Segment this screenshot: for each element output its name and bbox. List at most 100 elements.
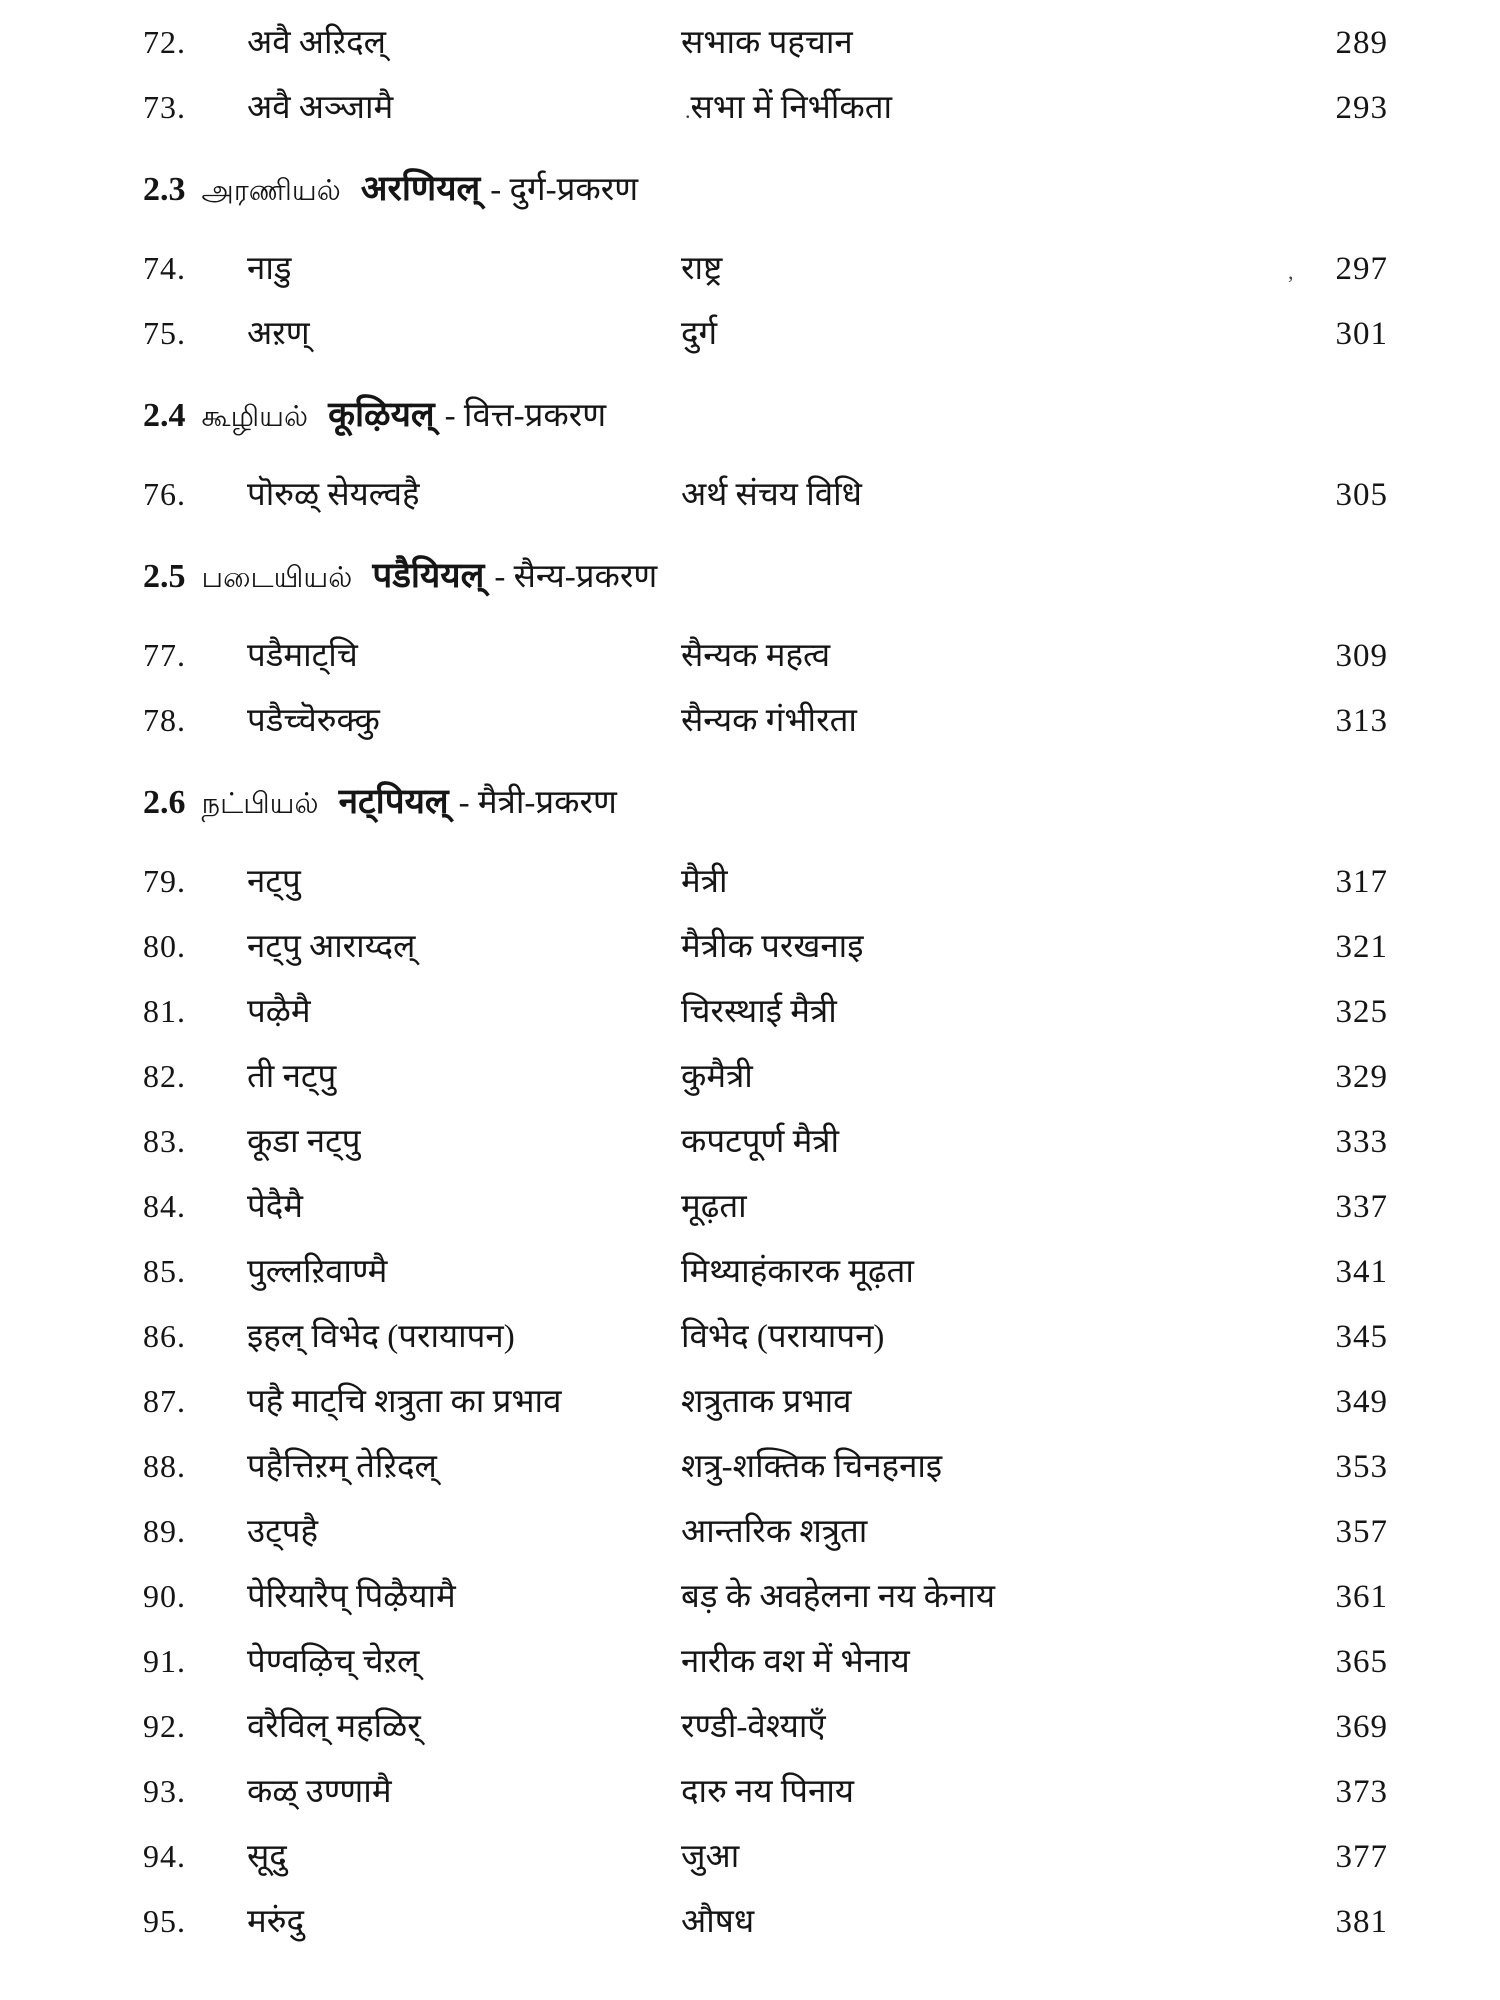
entry-title: नाडु: [247, 251, 292, 287]
section-number: 2.5: [143, 558, 186, 595]
toc-entry-row: 75. अऱण् दुर्ग 301: [143, 301, 1388, 366]
entry-number: 75.: [143, 315, 186, 351]
entry-page-number: 377: [1335, 1839, 1388, 1875]
entry-number: 91.: [143, 1643, 186, 1679]
entry-meaning: औषध: [681, 1904, 755, 1940]
entry-number: 86.: [143, 1318, 186, 1354]
toc-entry-row: 94. सूदु जुआ 377: [143, 1824, 1388, 1889]
entry-number: 90.: [143, 1578, 186, 1614]
entry-title: पॊरुळ् सेयल्वहै: [247, 477, 420, 513]
entry-title: वरैविल् महळिर्: [247, 1709, 421, 1745]
section-title-tamil: அரணியல்: [201, 175, 341, 207]
section-title-hindi: - दुर्ग-प्रकरण: [490, 172, 639, 208]
section-title-tamil: நட்பியல்: [201, 788, 319, 820]
entry-page-number: 289: [1335, 25, 1388, 61]
scan-speck: ,: [1288, 259, 1294, 284]
entry-meaning: रण्डी-वेश्याएँ: [681, 1709, 826, 1745]
entry-page-number: 317: [1335, 864, 1388, 900]
toc-entry-row: 76. पॊरुळ् सेयल्वहै अर्थ संचय विधि 305: [143, 462, 1388, 527]
entry-page-number: 333: [1335, 1124, 1388, 1160]
entry-title: इहल् विभेद (परायापन): [247, 1319, 515, 1355]
entry-page-number: 349: [1335, 1384, 1388, 1420]
entry-meaning: आन्तरिक शत्रुता: [681, 1514, 868, 1550]
entry-title: पेण्वऴिच् चेऱल्: [247, 1644, 420, 1680]
entry-page-number: 325: [1335, 994, 1388, 1030]
entry-meaning: सभाक पहचान: [681, 25, 853, 61]
entry-page-number: 309: [1335, 638, 1388, 674]
toc-section-heading: 2.3 அரணியல் अरणियल् - दुर्ग-प्रकरण: [143, 156, 1388, 222]
entry-meaning: शत्रुताक प्रभाव: [681, 1384, 852, 1420]
entry-title: पुल्लऱिवाण्मै: [247, 1254, 388, 1290]
entry-meaning: मैत्री: [681, 864, 728, 900]
section-title-devanagari: कूऴियल्: [328, 395, 435, 434]
entry-number: 93.: [143, 1773, 186, 1809]
toc-entry-row: 84. पेदैमै मूढ़ता 337: [143, 1174, 1388, 1239]
entry-number: 94.: [143, 1838, 186, 1874]
section-title-tamil: படையியல்: [201, 562, 353, 594]
entry-title: कळ् उण्णामै: [247, 1774, 392, 1810]
entry-number: 92.: [143, 1708, 186, 1744]
toc-entry-row: 73. अवै अञ्जामै. सभा में निर्भीकता 293: [143, 75, 1388, 140]
entry-page-number: 341: [1335, 1254, 1388, 1290]
entry-title: अवै अञ्जामै: [247, 90, 394, 126]
entry-number: 73.: [143, 89, 186, 125]
entry-meaning: जुआ: [681, 1839, 740, 1875]
entry-page-number: 313: [1335, 703, 1388, 739]
entry-page-number: 293: [1335, 90, 1388, 126]
toc-entry-row: 77. पडैमाट्चि सैन्यक महत्व 309: [143, 623, 1388, 688]
toc-section-heading: 2.5 படையியல் पडैयियल् - सैन्य-प्रकरण: [143, 543, 1388, 609]
toc-entry-row: 83. कूडा नट्पु कपटपूर्ण मैत्री 333: [143, 1109, 1388, 1174]
section-title-devanagari: अरणियल्: [360, 169, 481, 208]
entry-title: पडैमाट्चि: [247, 638, 358, 674]
entry-page-number: 357: [1335, 1514, 1388, 1550]
entry-title: पेदैमै: [247, 1189, 304, 1225]
entry-title: पहै माट्चि शत्रुता का प्रभाव: [247, 1384, 562, 1420]
section-title-devanagari: नट्पियल्: [338, 782, 449, 821]
toc-entry-row: 80. नट्पु आराय्दल् मैत्रीक परखनाइ 321: [143, 914, 1388, 979]
entry-number: 74.: [143, 250, 186, 286]
entry-meaning: राष्ट्र: [681, 251, 723, 287]
entry-meaning: मूढ़ता: [681, 1189, 747, 1225]
toc-section-heading: 2.4 கூழியல் कूऴियल् - वित्त-प्रकरण: [143, 382, 1388, 448]
toc-entry-row: 87. पहै माट्चि शत्रुता का प्रभाव शत्रुता…: [143, 1369, 1388, 1434]
entry-title: नट्पु: [247, 864, 301, 900]
entry-number: 82.: [143, 1058, 186, 1094]
toc-entry-row: 86. इहल् विभेद (परायापन) विभेद (परायापन)…: [143, 1304, 1388, 1369]
entry-number: 78.: [143, 702, 186, 738]
entry-number: 83.: [143, 1123, 186, 1159]
entry-page-number: 353: [1335, 1449, 1388, 1485]
section-number: 2.6: [143, 784, 186, 821]
entry-title: पऴैमै: [247, 994, 311, 1030]
entry-page-number: 345: [1335, 1319, 1388, 1355]
entry-meaning: बड़ के अवहेलना नय केनाय: [681, 1579, 995, 1615]
section-title-tamil: கூழியல்: [201, 401, 309, 433]
entry-number: 81.: [143, 993, 186, 1029]
toc-entry-row: 78. पडैच्चॆरुक्कु सैन्यक गंभीरता 313: [143, 688, 1388, 753]
toc-entry-row: 88. पहैत्तिऱम् तेऱिदल् शत्रु-शक्तिक चिनह…: [143, 1434, 1388, 1499]
entry-number: 95.: [143, 1903, 186, 1939]
entry-number: 89.: [143, 1513, 186, 1549]
entry-number: 79.: [143, 863, 186, 899]
section-number: 2.4: [143, 397, 186, 434]
entry-number: 88.: [143, 1448, 186, 1484]
entry-title: उट्पहै: [247, 1514, 318, 1550]
entry-meaning: सैन्यक महत्व: [681, 638, 831, 674]
entry-title: पडैच्चॆरुक्कु: [247, 703, 380, 739]
entry-page-number: 361: [1335, 1579, 1388, 1615]
entry-page-number: 365: [1335, 1644, 1388, 1680]
toc-entry-row: 81. पऴैमै चिरस्थाई मैत्री 325: [143, 979, 1388, 1044]
entry-number: 72.: [143, 24, 186, 60]
toc-entry-row: 74. नाडु राष्ट्र , 297: [143, 236, 1388, 301]
entry-meaning: सभा में निर्भीकता: [690, 90, 893, 126]
entry-number: 87.: [143, 1383, 186, 1419]
entry-meaning: नारीक वश में भेनाय: [681, 1644, 910, 1680]
entry-title: ती नट्पु: [247, 1059, 337, 1095]
entry-page-number: 369: [1335, 1709, 1388, 1745]
section-title-hindi: - मैत्री-प्रकरण: [458, 785, 617, 821]
toc-entry-row: 93. कळ् उण्णामै दारु नय पिनाय 373: [143, 1759, 1388, 1824]
toc-entry-row: 79. नट्पु मैत्री 317: [143, 849, 1388, 914]
entry-page-number: 321: [1335, 929, 1388, 965]
entry-page-number: 381: [1335, 1904, 1388, 1940]
entry-title: अवै अऱिदल्: [247, 25, 386, 61]
